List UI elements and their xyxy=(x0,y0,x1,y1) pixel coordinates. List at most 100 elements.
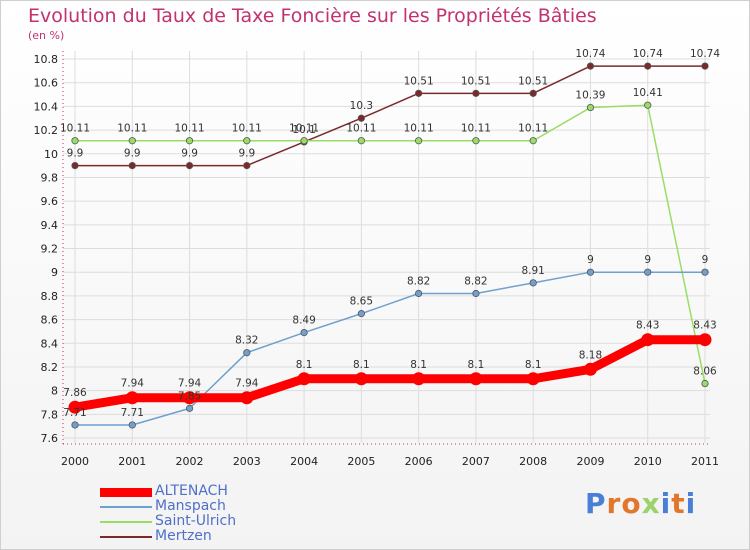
data-point xyxy=(128,421,136,429)
legend-swatch xyxy=(100,487,152,497)
series-line-manspach xyxy=(75,271,705,426)
x-tick-label: 2000 xyxy=(61,455,89,468)
data-point xyxy=(412,372,426,386)
data-label: 10.51 xyxy=(404,75,434,87)
x-tick-label: 2009 xyxy=(576,455,604,468)
y-tick-label: 8 xyxy=(51,385,58,398)
chart-title: Evolution du Taux de Taxe Foncière sur l… xyxy=(28,5,597,27)
series-line-altenach xyxy=(74,335,705,412)
data-label: 10.1 xyxy=(292,124,315,136)
data-point xyxy=(415,137,423,145)
data-point xyxy=(472,89,480,97)
data-point xyxy=(586,268,595,276)
data-point xyxy=(698,333,712,347)
data-label: 8.1 xyxy=(525,359,542,371)
data-label: 10.74 xyxy=(575,48,605,60)
legend-label: ALTENACH xyxy=(155,483,228,499)
y-tick-label: 10.8 xyxy=(34,53,59,66)
data-point xyxy=(472,289,480,298)
y-tick-label: 9.6 xyxy=(41,195,59,208)
series-lines xyxy=(68,62,712,429)
data-point xyxy=(583,362,597,376)
data-point xyxy=(243,349,251,357)
x-tick-label: 2007 xyxy=(462,455,490,468)
data-point xyxy=(529,279,537,287)
x-tick-label: 2011 xyxy=(691,455,719,468)
data-label: 8.1 xyxy=(468,359,485,371)
data-label: 7.94 xyxy=(178,378,202,390)
data-label: 8.1 xyxy=(410,359,427,371)
x-tick-label: 2008 xyxy=(519,455,547,468)
x-tick-label: 2002 xyxy=(176,455,204,468)
data-point xyxy=(71,137,79,145)
data-label: 9 xyxy=(644,254,651,266)
data-label: 10.74 xyxy=(633,48,663,60)
data-point xyxy=(128,137,136,145)
y-tick-label: 10.4 xyxy=(34,100,59,113)
y-tick-label: 8.8 xyxy=(41,290,59,303)
data-point xyxy=(128,161,136,170)
y-tick-label: 10.2 xyxy=(34,124,59,137)
data-label: 7.85 xyxy=(178,390,201,402)
data-label: 10.74 xyxy=(690,48,720,60)
data-label: 9 xyxy=(702,254,709,266)
data-label: 9.9 xyxy=(124,148,141,160)
data-label: 10.11 xyxy=(232,123,262,135)
series-line-mertzen xyxy=(75,65,705,167)
data-point xyxy=(300,328,308,337)
data-point xyxy=(185,404,194,412)
logo-letter: o xyxy=(621,487,642,520)
data-point xyxy=(641,333,655,347)
legend-label: Manspach xyxy=(155,498,226,514)
data-point xyxy=(586,62,595,70)
data-label: 9.9 xyxy=(181,148,198,160)
data-label: 7.86 xyxy=(63,387,87,399)
data-label: 10.41 xyxy=(633,87,663,99)
data-point xyxy=(243,161,251,170)
logo-letter: i xyxy=(685,487,697,520)
data-label: 8.91 xyxy=(521,265,544,277)
data-label: 7.94 xyxy=(121,378,145,390)
y-tick-label: 7.6 xyxy=(41,432,59,445)
data-point xyxy=(644,268,652,276)
data-label: 8.82 xyxy=(464,276,487,288)
data-label: 10.51 xyxy=(461,75,491,87)
y-tick-label: 8.4 xyxy=(41,337,59,350)
data-point xyxy=(71,421,79,429)
data-point xyxy=(529,137,537,145)
y-tick-label: 7.8 xyxy=(41,408,59,421)
data-point xyxy=(297,372,311,386)
data-point xyxy=(415,89,423,97)
y-tick-label: 9.8 xyxy=(41,171,59,184)
data-label: 10.11 xyxy=(175,123,205,135)
data-point xyxy=(529,89,537,97)
data-point xyxy=(701,379,709,388)
data-label: 10.11 xyxy=(461,123,491,135)
data-label: 8.43 xyxy=(693,320,716,332)
data-point xyxy=(357,310,365,318)
data-label: 10.11 xyxy=(404,123,434,135)
legend-swatch xyxy=(100,521,152,523)
data-label: 10.11 xyxy=(117,123,147,135)
y-tick-label: 10 xyxy=(44,148,58,161)
data-label: 9 xyxy=(587,254,594,266)
data-label: 10.11 xyxy=(60,123,90,135)
legend-label: Mertzen xyxy=(155,528,212,544)
chart-subtitle: (en %) xyxy=(28,29,65,42)
data-label: 8.06 xyxy=(693,366,717,378)
data-label: 9.9 xyxy=(67,148,84,160)
data-label: 8.1 xyxy=(296,359,313,371)
data-point xyxy=(240,391,254,405)
data-label: 8.49 xyxy=(292,315,315,327)
data-labels: 7.86 7.94 7.94 7.94 8.1 8.1 8.1 8.1 8.1 8.18 8.43 8… xyxy=(60,48,720,419)
data-label: 7.71 xyxy=(121,407,144,419)
x-tick-label: 2010 xyxy=(634,455,662,468)
logo-letter: t xyxy=(671,487,686,520)
y-tick-label: 9 xyxy=(51,266,58,279)
data-label: 10.11 xyxy=(346,123,376,135)
data-label: 7.94 xyxy=(235,378,259,390)
y-tick-label: 9.2 xyxy=(41,243,59,256)
data-label: 8.65 xyxy=(350,296,373,308)
data-label: 8.18 xyxy=(579,349,602,361)
